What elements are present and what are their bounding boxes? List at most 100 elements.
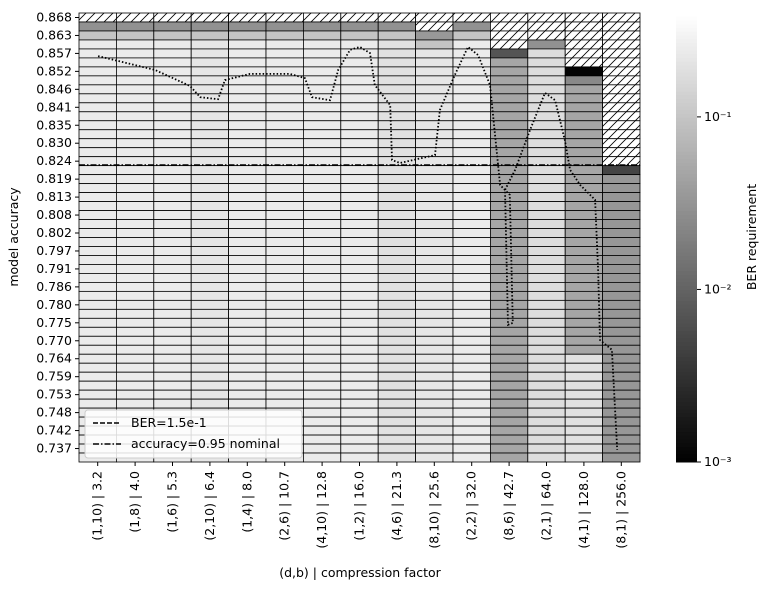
cell — [377, 174, 417, 185]
cell — [228, 326, 267, 337]
cell — [265, 273, 304, 283]
x-tick-label: (1,6) | 5.3 — [165, 471, 180, 533]
cell — [489, 281, 529, 292]
cell — [415, 237, 454, 247]
cell — [602, 183, 641, 193]
colorbar-step — [676, 57, 697, 63]
cell — [265, 389, 304, 400]
masked-cell — [602, 39, 641, 50]
colorbar-step — [676, 372, 697, 377]
cell — [340, 308, 379, 319]
colorbar-step — [676, 450, 697, 456]
masked-cell — [602, 21, 641, 32]
cell — [527, 344, 566, 355]
cell — [602, 398, 641, 409]
cell — [153, 165, 192, 176]
cell — [377, 192, 417, 202]
cell — [228, 111, 267, 122]
cell — [602, 210, 641, 220]
cell — [228, 317, 267, 328]
cell — [340, 21, 379, 32]
colorbar-tick-label: 10⁻³ — [704, 454, 732, 469]
cell — [452, 201, 491, 211]
cell — [377, 120, 417, 131]
cell — [116, 192, 155, 202]
cell — [302, 192, 342, 202]
cell — [527, 75, 566, 86]
y-tick-label: 0.770 — [36, 333, 72, 348]
cell — [78, 219, 117, 229]
cell — [527, 84, 566, 95]
cell — [228, 120, 267, 131]
cell — [527, 389, 566, 400]
cell — [190, 210, 229, 220]
colorbar-step — [676, 72, 697, 78]
cell — [489, 165, 529, 176]
cell — [302, 452, 342, 463]
cell — [415, 57, 454, 68]
cell — [452, 344, 491, 355]
cell — [116, 210, 155, 220]
cell — [452, 416, 491, 427]
cell — [78, 111, 117, 122]
masked-cell — [302, 12, 342, 23]
cell — [265, 183, 304, 193]
cell — [228, 371, 267, 382]
y-tick-label: 0.808 — [36, 207, 72, 222]
colorbar-step — [676, 230, 697, 235]
cell — [78, 84, 117, 95]
cell — [302, 84, 342, 95]
cell — [265, 48, 304, 59]
x-tick-label: (2,6) | 10.7 — [277, 471, 292, 541]
cell — [78, 147, 117, 158]
colorbar-step — [676, 50, 697, 55]
colorbar-step — [676, 69, 697, 74]
cell — [489, 201, 529, 211]
cell — [153, 273, 192, 283]
cell — [340, 210, 379, 220]
colorbar-step — [676, 278, 697, 283]
colorbar-step — [676, 166, 697, 171]
cell — [527, 246, 566, 256]
masked-cell — [602, 147, 641, 158]
cell — [415, 425, 454, 436]
cell — [340, 299, 379, 310]
cell — [489, 129, 529, 140]
y-tick-label: 0.830 — [36, 135, 72, 150]
cell — [302, 389, 342, 400]
cell — [452, 57, 491, 68]
cell — [116, 380, 155, 391]
cell — [377, 75, 417, 86]
cell — [452, 317, 491, 328]
cell — [564, 75, 604, 86]
cell — [564, 407, 604, 418]
cell — [340, 335, 379, 346]
cell — [527, 255, 566, 265]
cell — [302, 57, 342, 68]
cell — [116, 237, 155, 247]
cell — [190, 21, 229, 32]
cell — [153, 264, 192, 274]
cell — [415, 290, 454, 301]
colorbar-step — [676, 443, 697, 448]
cell — [564, 353, 604, 364]
cell — [527, 129, 566, 140]
y-tick-label: 0.748 — [36, 405, 72, 420]
colorbar-step — [676, 319, 697, 325]
cell — [190, 255, 229, 265]
colorbar-step — [676, 233, 697, 238]
cell — [415, 407, 454, 418]
cell — [153, 255, 192, 265]
masked-cell — [602, 120, 641, 131]
legend-label: accuracy=0.95 nominal — [131, 436, 280, 451]
cell — [452, 84, 491, 95]
colorbar-step — [676, 151, 697, 156]
cell — [340, 434, 379, 445]
colorbar-step — [676, 42, 697, 48]
colorbar-step — [676, 95, 697, 100]
cell — [302, 138, 342, 149]
cell — [564, 120, 604, 131]
cell — [415, 434, 454, 445]
cell — [78, 308, 117, 319]
y-tick-label: 0.786 — [36, 279, 72, 294]
